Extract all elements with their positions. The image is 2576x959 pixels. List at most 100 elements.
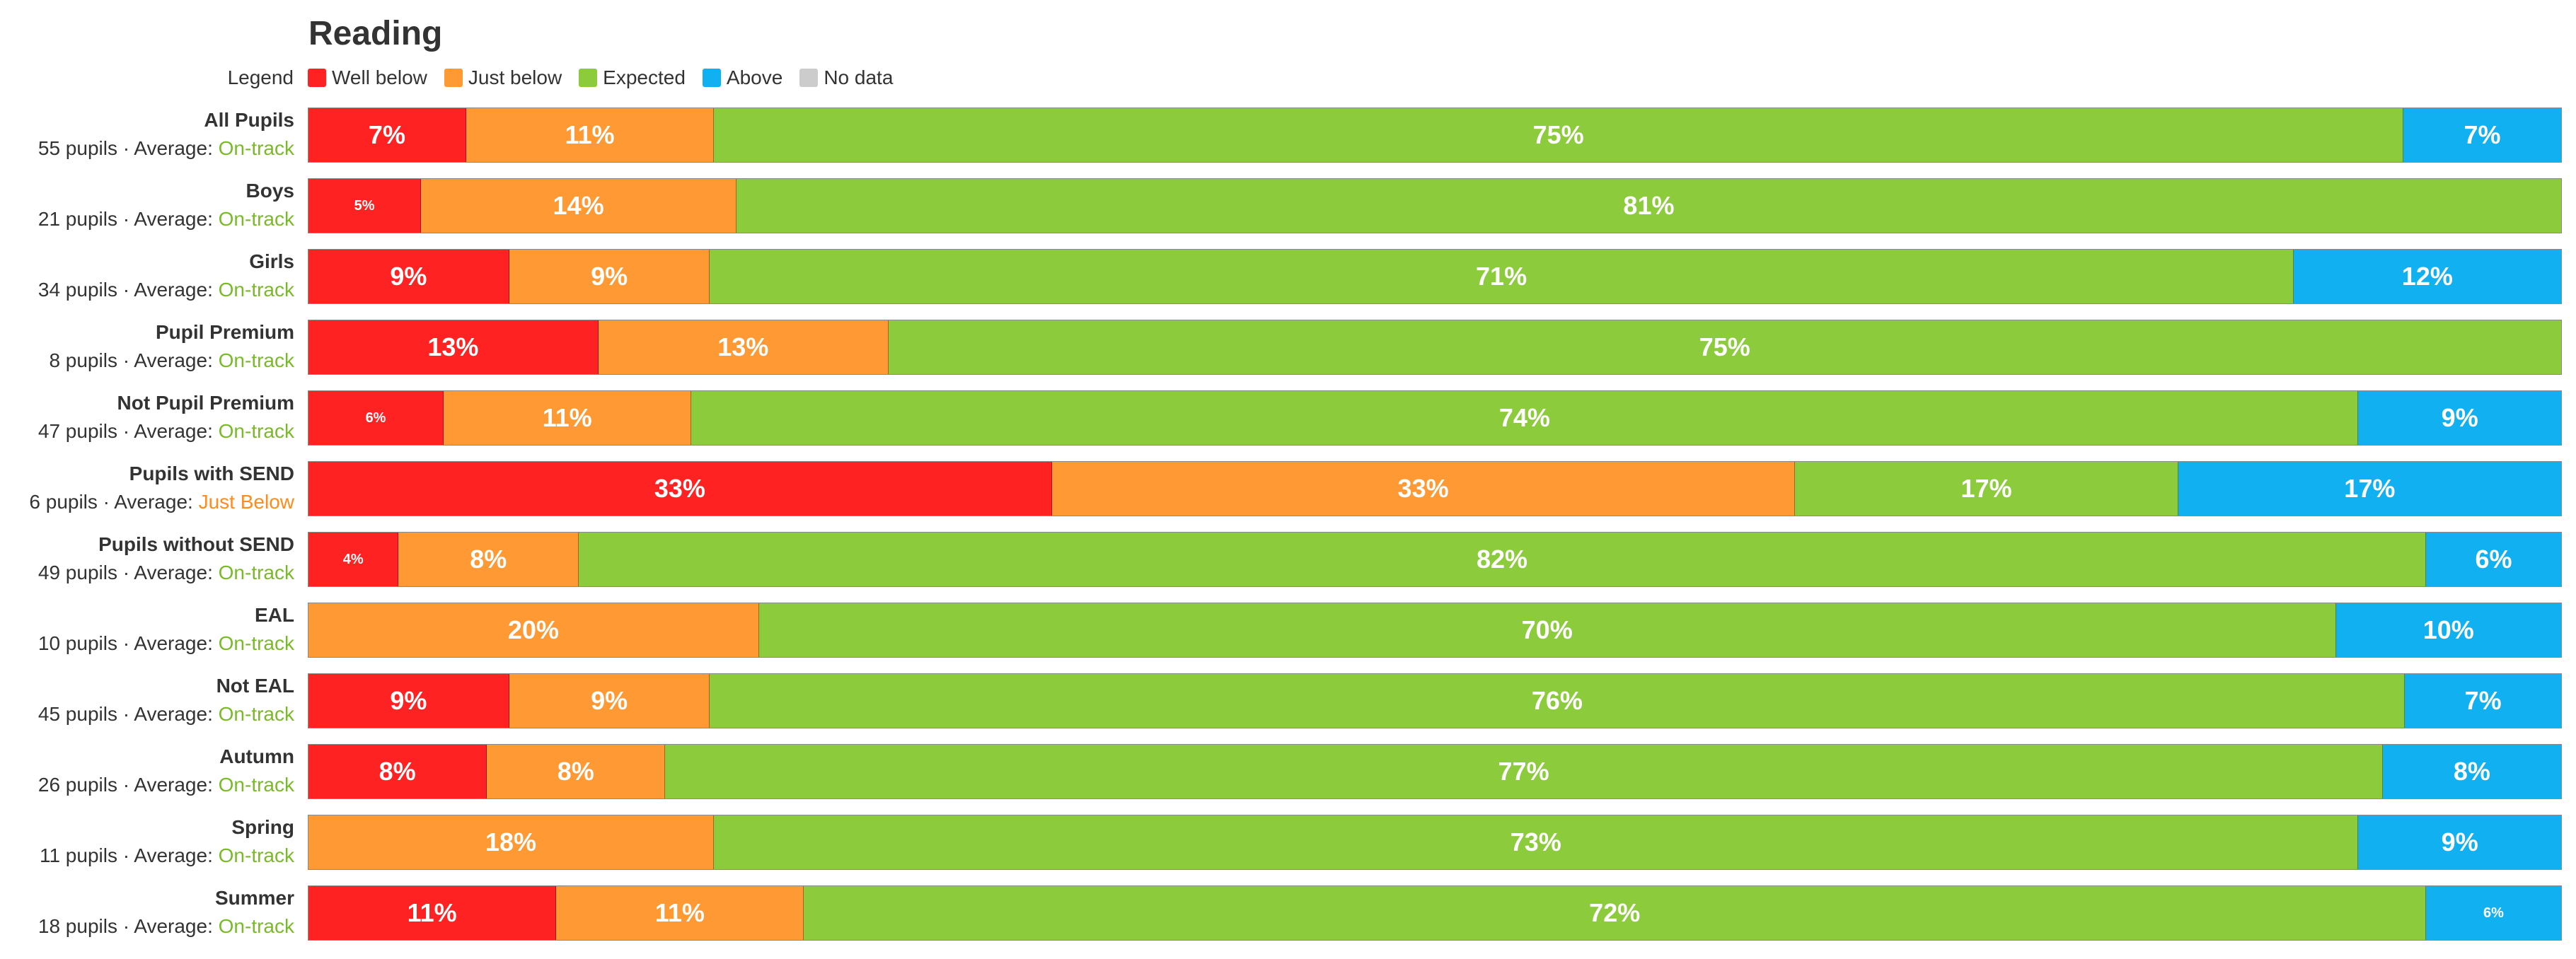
row-label: Pupil Premium 8 pupils · Average: On-trac… (0, 318, 294, 375)
bar-segment-just-below[interactable]: 9% (509, 250, 710, 303)
bar-segment-well-below[interactable]: 4% (308, 533, 399, 586)
bar-segment-above[interactable]: 7% (2403, 108, 2561, 162)
bar-segment-expected[interactable]: 74% (691, 391, 2359, 445)
bar-segment-well-below[interactable]: 8% (308, 745, 487, 798)
bar-segment-well-below[interactable]: 33% (308, 462, 1052, 516)
bar-segment-above[interactable]: 6% (2425, 533, 2561, 586)
row-name: Not Pupil Premium (117, 392, 294, 414)
bar-segment-just-below[interactable]: 8% (487, 745, 666, 798)
legend-item-well-below[interactable]: Well below (308, 66, 427, 89)
bar-segment-expected[interactable]: 72% (804, 886, 2426, 940)
segment-value-label: 71% (1476, 262, 1527, 291)
bar-segment-just-below[interactable]: 13% (598, 320, 889, 374)
bar-segment-just-below[interactable]: 14% (421, 179, 737, 233)
segment-value-label: 8% (379, 757, 416, 786)
row-label: Summer 18 pupils · Average: On-track (0, 884, 294, 941)
row-average-status: On-track (218, 562, 294, 583)
stacked-bar: 5% 14% 81% (308, 178, 2562, 233)
bar-segment-just-below[interactable]: 18% (308, 815, 715, 869)
stacked-bar: 13% 13% 75% (308, 320, 2562, 375)
bar-segment-above[interactable]: 7% (2405, 674, 2561, 728)
bar-segment-expected[interactable]: 75% (888, 320, 2561, 374)
bar-segment-above[interactable]: 9% (2358, 815, 2561, 869)
bar-segment-expected[interactable]: 75% (714, 108, 2404, 162)
bar-segment-just-below[interactable]: 9% (509, 674, 710, 728)
row-summary: 45 pupils · Average: On-track (0, 700, 294, 728)
row-average-status: On-track (218, 137, 294, 159)
row-name: EAL (255, 604, 294, 626)
bar-segment-well-below[interactable]: 9% (308, 674, 509, 728)
legend-item-no-data[interactable]: No data (799, 66, 893, 89)
bar-segment-above[interactable]: 17% (2178, 462, 2561, 516)
bar-segment-expected[interactable]: 81% (736, 179, 2561, 233)
segment-value-label: 6% (365, 409, 386, 426)
legend-item-just-below[interactable]: Just below (444, 66, 562, 89)
bar-segment-well-below[interactable]: 11% (308, 886, 557, 940)
segment-value-label: 17% (1960, 474, 2012, 503)
segment-value-label: 82% (1476, 545, 1528, 574)
bar-segment-expected[interactable]: 70% (758, 603, 2336, 657)
bar-segment-well-below[interactable]: 7% (308, 108, 466, 162)
row-pupil-count: 18 pupils · Average: (37, 915, 219, 937)
row-label: Pupils without SEND 49 pupils · Average: … (0, 530, 294, 587)
segment-value-label: 8% (2453, 757, 2490, 786)
row-pupil-count: 34 pupils · Average: (37, 279, 219, 301)
row-average-status: On-track (218, 632, 294, 654)
bar-segment-above[interactable]: 10% (2335, 603, 2561, 657)
chart-row: All Pupils 55 pupils · Average: On-track 7… (0, 106, 2576, 163)
bar-segment-expected[interactable]: 71% (710, 250, 2294, 303)
bar-segment-just-below[interactable]: 33% (1051, 462, 1796, 516)
segment-value-label: 11% (654, 898, 705, 927)
segment-value-label: 73% (1510, 827, 1561, 856)
segment-value-label: 9% (2441, 403, 2478, 432)
row-pupil-count: 47 pupils · Average: (37, 420, 219, 442)
bar-segment-well-below[interactable]: 6% (308, 391, 444, 445)
bar-segment-expected[interactable]: 77% (665, 745, 2383, 798)
segment-value-label: 9% (591, 686, 628, 715)
bar-segment-well-below[interactable]: 9% (308, 250, 509, 303)
bar-segment-above[interactable]: 8% (2382, 745, 2561, 798)
row-pupil-count: 49 pupils · Average: (37, 562, 219, 583)
row-average-status: On-track (218, 844, 294, 866)
bar-segment-expected[interactable]: 76% (710, 674, 2405, 728)
legend-item-above[interactable]: Above (702, 66, 782, 89)
legend-item-label: Just below (468, 66, 562, 88)
legend-item-expected[interactable]: Expected (579, 66, 686, 89)
bar-segment-just-below[interactable]: 11% (466, 108, 715, 162)
bar-segment-above[interactable]: 9% (2358, 391, 2561, 445)
segment-value-label: 11% (407, 898, 457, 927)
row-name: Autumn (219, 745, 294, 767)
row-summary: 55 pupils · Average: On-track (0, 134, 294, 163)
bar-segment-just-below[interactable]: 20% (308, 603, 759, 657)
segment-value-label: 70% (1521, 615, 1573, 644)
segment-value-label: 75% (1699, 332, 1750, 361)
bar-segment-expected[interactable]: 17% (1795, 462, 2178, 516)
segment-value-label: 14% (553, 191, 604, 220)
row-pupil-count: 10 pupils · Average: (37, 632, 219, 654)
bar-segment-just-below[interactable]: 8% (398, 533, 579, 586)
row-name: Pupils with SEND (129, 463, 294, 484)
row-name: Boys (246, 180, 294, 202)
stacked-bar: 6% 11% 74% 9% (308, 390, 2562, 446)
segment-value-label: 9% (390, 262, 427, 291)
stacked-bar: 7% 11% 75% 7% (308, 107, 2562, 163)
legend-item-label: Expected (603, 66, 686, 88)
segment-value-label: 17% (2344, 474, 2396, 503)
bar-segment-just-below[interactable]: 11% (444, 391, 692, 445)
bar-segment-above[interactable]: 6% (2425, 886, 2561, 940)
row-label: Pupils with SEND 6 pupils · Average: Just… (0, 460, 294, 516)
bar-segment-expected[interactable]: 82% (579, 533, 2426, 586)
bar-segment-just-below[interactable]: 11% (556, 886, 804, 940)
bar-segment-above[interactable]: 12% (2293, 250, 2561, 303)
segment-value-label: 18% (485, 827, 537, 856)
segment-value-label: 9% (591, 262, 628, 291)
row-summary: 8 pupils · Average: On-track (0, 347, 294, 375)
bar-segment-well-below[interactable]: 5% (308, 179, 422, 233)
bar-segment-expected[interactable]: 73% (714, 815, 2359, 869)
row-summary: 10 pupils · Average: On-track (0, 629, 294, 658)
segment-value-label: 6% (2475, 545, 2512, 574)
row-average-status: On-track (218, 420, 294, 442)
bar-segment-well-below[interactable]: 13% (308, 320, 599, 374)
legend-label: Legend (227, 66, 294, 88)
legend-swatch (308, 69, 326, 87)
